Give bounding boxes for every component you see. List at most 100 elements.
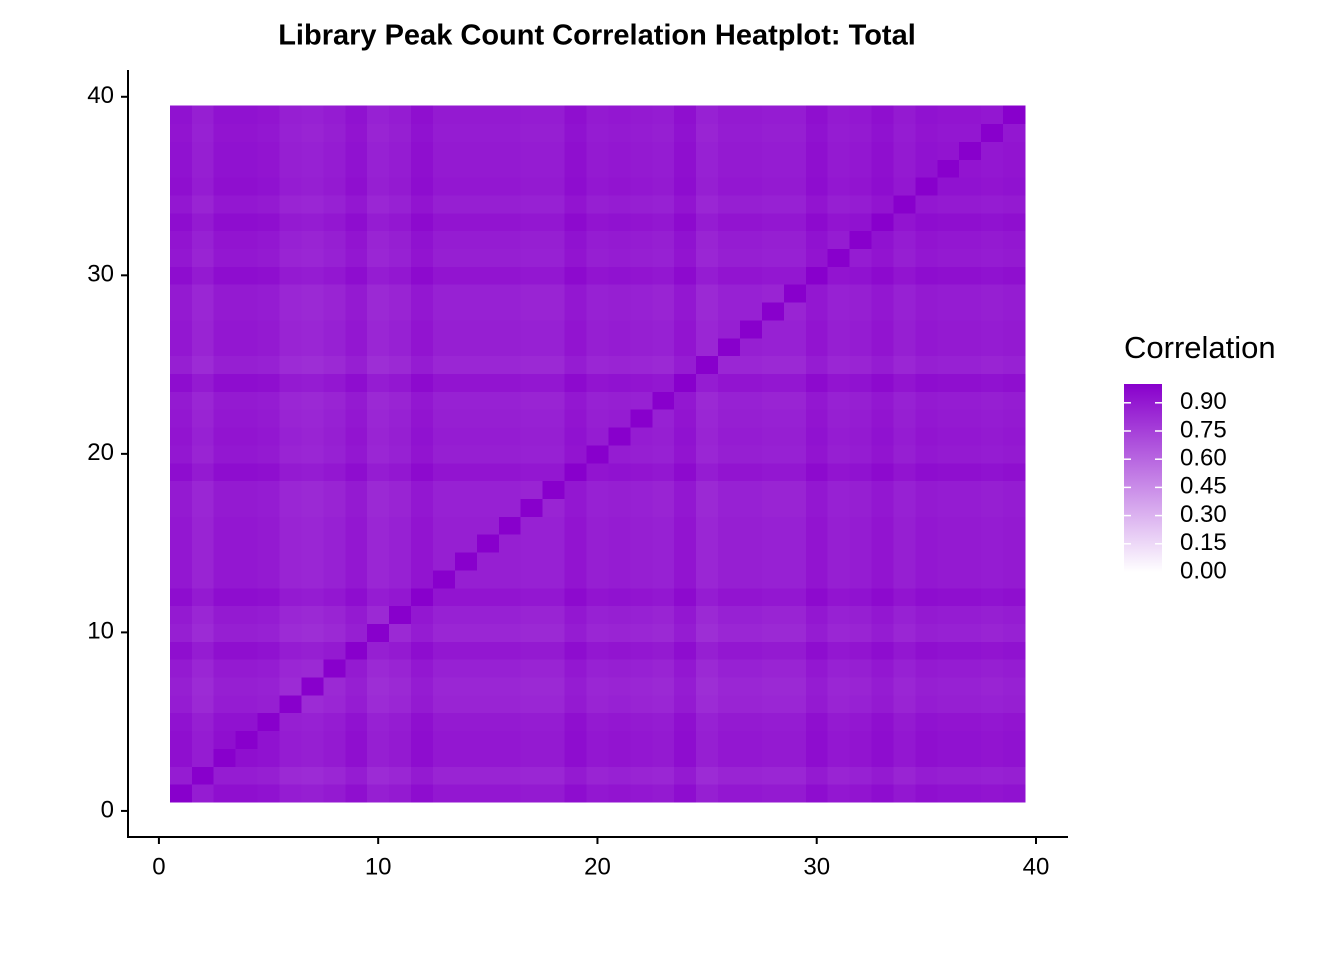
heat-cell [520,623,544,642]
heat-cell [981,569,1004,589]
heat-cell [652,105,675,125]
heat-cell [761,230,785,250]
heat-cell [323,641,346,660]
heat-cell [191,105,215,125]
heat-cell [235,177,259,196]
heat-cell [827,302,851,321]
heat-cell [323,659,346,678]
heat-cell [893,230,916,250]
heat-cell [871,427,894,446]
heat-cell [191,730,215,749]
heat-cell [498,623,522,642]
x-tick-label: 20 [584,853,611,880]
heat-cell [213,498,237,517]
heat-cell [235,766,259,785]
heat-cell [761,552,785,571]
heat-cell [564,284,587,303]
heat-cell [674,248,697,267]
heat-cell [783,552,807,571]
heat-cell [520,427,544,446]
heat-cell [301,748,324,767]
heat-cell [981,462,1004,482]
heat-cell [411,534,434,553]
heat-cell [739,748,763,767]
heat-cell [169,569,193,589]
heat-cell [652,355,675,375]
heat-cell [564,462,587,482]
heat-cell [959,552,982,571]
heat-cell [323,248,346,267]
heat-cell [191,480,215,499]
heat-cell [608,212,631,232]
heat-cell [279,677,302,696]
heat-cell [433,427,456,446]
heat-cell [608,605,631,624]
heat-cell [433,605,456,624]
heat-cell [718,641,741,660]
heat-cell [433,284,456,303]
heat-cell [1003,355,1026,375]
legend-title: Correlation [1124,330,1276,365]
heat-cell [981,337,1004,357]
heat-cell [805,409,829,428]
heat-cell [301,248,324,267]
heat-cell [235,605,259,624]
heat-cell [674,230,697,250]
heat-cell [454,587,478,607]
heat-cell [476,391,500,410]
heat-cell [411,248,434,267]
heat-cell [761,748,785,767]
heat-cell [652,784,675,803]
heat-cell [959,409,982,428]
heat-cell [608,409,631,428]
chart-title: Library Peak Count Correlation Heatplot:… [278,20,916,52]
heat-cell [915,659,938,678]
heat-cell [433,212,456,232]
heat-cell [827,659,851,678]
heat-cell [367,427,390,446]
heat-cell [761,712,785,732]
heat-cell [718,212,741,232]
heat-cell [849,784,873,803]
heat-cell [411,373,434,392]
heat-cell [696,409,719,428]
heat-cell [981,516,1004,535]
heat-cell [674,784,697,803]
heat-cell [213,284,237,303]
heat-cell [849,766,873,785]
heat-cell [257,212,281,232]
heat-cell [213,587,237,607]
heat-cell [498,105,522,125]
heat-cell [454,284,478,303]
heat-cell [718,605,741,624]
heat-cell [411,480,434,499]
heat-cell [498,552,522,571]
heat-cell [981,623,1004,642]
heat-cell [564,427,587,446]
heat-cell [323,694,346,714]
heat-cell [915,212,938,232]
heat-cell [169,534,193,553]
heat-cell [696,766,719,785]
heat-cell [761,641,785,660]
heat-cell [323,302,346,321]
heat-cell [564,159,587,178]
heat-cell [301,587,324,607]
heat-cell [454,444,478,464]
heat-cell [389,444,412,464]
heat-cell [696,230,719,250]
heat-cell [323,784,346,803]
heat-cell [783,587,807,607]
heat-cell [761,391,785,410]
heat-cell [411,694,434,714]
heat-cell [367,266,390,285]
heat-cell [367,373,390,392]
heat-cell [169,444,193,464]
heat-cell [827,784,851,803]
heat-cell [959,230,982,250]
heat-cell [959,319,982,339]
heat-cell [805,677,829,696]
heat-cell [564,391,587,410]
heat-cell [389,498,412,517]
heat-cell [871,159,894,178]
